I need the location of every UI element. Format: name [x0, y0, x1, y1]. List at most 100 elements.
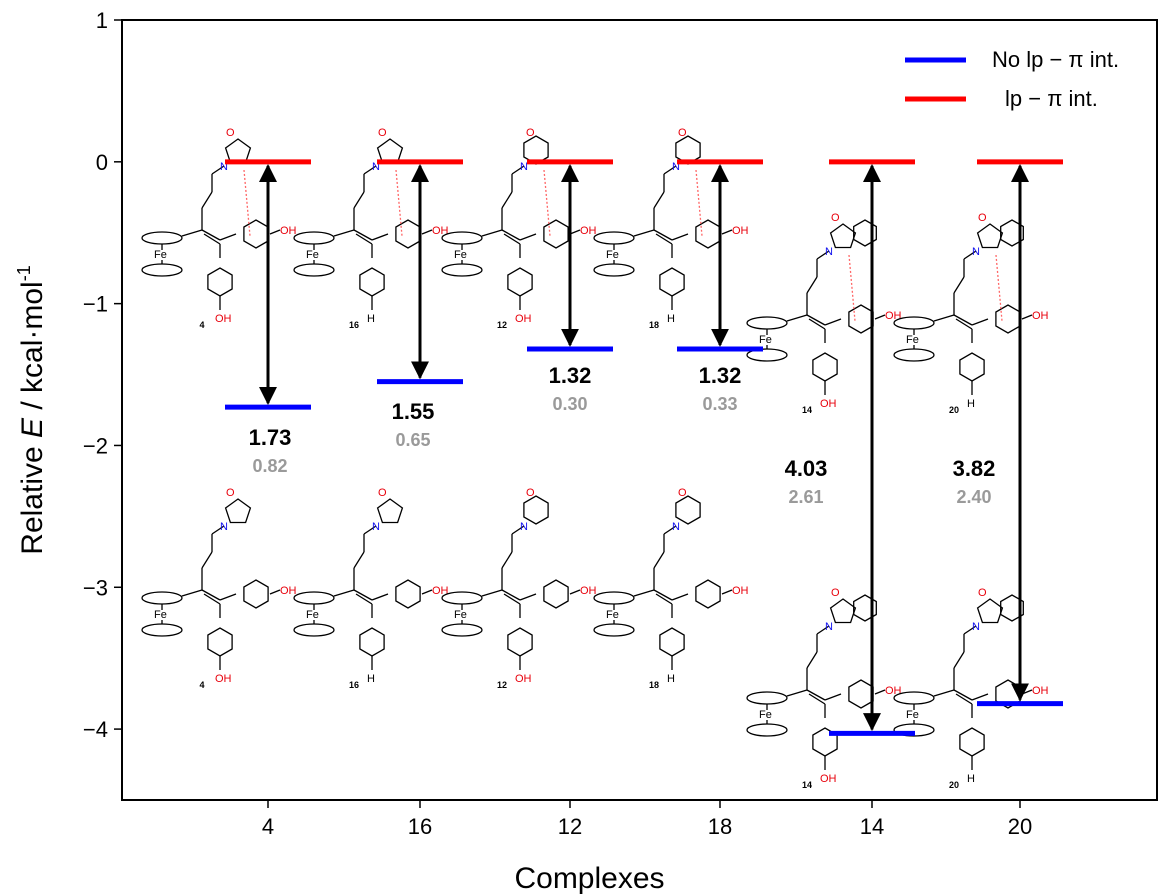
bond	[269, 229, 281, 235]
secondary-value-label: 2.40	[956, 487, 991, 507]
hydroxyl-label: OH	[1032, 685, 1049, 697]
energy-difference-label: 1.32	[549, 363, 592, 388]
y-axis-title-sup: -1	[14, 265, 34, 281]
x-tick-label: 18	[708, 814, 732, 839]
phenol-ring	[543, 579, 569, 609]
x-tick-label: 4	[262, 814, 274, 839]
bond	[371, 233, 389, 241]
y-axis-title-unit: / kcal·mol	[16, 281, 49, 418]
cp-ring-bottom	[441, 623, 483, 637]
bond	[203, 233, 221, 245]
hydroxyl-label: OH	[580, 585, 597, 597]
phenyl-ring-bottom	[359, 627, 385, 657]
cp-ring-top	[893, 316, 935, 330]
x-axis-title: Complexes	[514, 862, 664, 895]
para-substituent-label: H	[367, 313, 375, 325]
secondary-value-label: 0.33	[702, 394, 737, 414]
bond	[874, 689, 886, 695]
phenyl-ring-bottom	[812, 352, 838, 382]
bond	[955, 693, 973, 705]
para-substituent-label: H	[367, 673, 375, 685]
phthalimide-ring	[976, 223, 1004, 249]
nitrogen-atom-label: N	[220, 161, 228, 173]
energy-difference-label: 1.55	[392, 399, 435, 424]
bond	[963, 625, 977, 635]
structure-18: Fe H OH N O 18	[593, 127, 749, 330]
cp-ring-top	[746, 316, 788, 330]
oxygen-atom-label: O	[678, 127, 687, 139]
phenol-ring	[848, 679, 874, 709]
bond	[653, 551, 665, 569]
phenyl-ring-bottom	[359, 267, 385, 297]
y-tick-label: −2	[83, 433, 108, 458]
hydroxyl-label: OH	[280, 585, 297, 597]
phenol-ring	[395, 579, 421, 609]
para-substituent-label: OH	[820, 773, 837, 785]
secondary-value-label: 0.65	[395, 430, 430, 450]
energy-difference-label: 1.32	[699, 363, 742, 388]
oxygen-atom-label: O	[226, 487, 235, 499]
cp-ring-bottom	[593, 623, 635, 637]
phenyl-ring-bottom	[507, 267, 533, 297]
bond	[503, 233, 521, 245]
cp-ring-top	[593, 591, 635, 605]
nitrogen-atom-label: N	[372, 521, 380, 533]
bond	[203, 593, 221, 605]
para-substituent-label: OH	[215, 673, 232, 685]
glutarimide-ring	[523, 495, 549, 525]
bond	[806, 651, 818, 669]
hydroxyl-label: OH	[732, 225, 749, 237]
bond	[971, 318, 989, 326]
bond	[219, 233, 237, 241]
hydroxyl-label: OH	[432, 585, 449, 597]
lp-pi-contact	[695, 169, 703, 237]
bond	[808, 318, 826, 330]
structure-16: Fe H OH N O 16	[293, 487, 449, 690]
compound-number-label: 16	[349, 320, 359, 330]
bond	[363, 525, 377, 535]
lp-pi-contact	[395, 169, 403, 237]
energy-difference-label: 1.73	[249, 425, 292, 450]
bond	[933, 689, 955, 697]
phenol-ring	[243, 219, 269, 249]
cp-ring-top	[441, 231, 483, 245]
bond	[201, 551, 213, 569]
bond	[824, 318, 842, 326]
bond	[421, 589, 433, 595]
bond	[333, 589, 355, 597]
iron-atom-label: Fe	[906, 709, 919, 721]
para-substituent-label: OH	[515, 313, 532, 325]
cp-ring-bottom	[141, 263, 183, 277]
bond	[353, 191, 365, 209]
axes-layer: 1 0 −1 −2 −3 −4 4 16 12 18 14 20 Complexes Relative E…	[14, 8, 1158, 895]
bond	[211, 525, 225, 535]
bond	[201, 589, 221, 601]
y-tick-label: 0	[96, 150, 108, 175]
bond	[953, 276, 965, 294]
x-tick-label: 16	[408, 814, 432, 839]
bond	[806, 689, 826, 701]
bond	[1021, 314, 1033, 320]
bond	[971, 693, 989, 701]
bond	[421, 229, 433, 235]
bond	[955, 318, 973, 330]
iron-atom-label: Fe	[454, 609, 467, 621]
iron-atom-label: Fe	[454, 249, 467, 261]
para-substituent-label: H	[967, 773, 975, 785]
phenyl-ring-bottom	[659, 627, 685, 657]
bond	[933, 314, 955, 322]
cp-ring-top	[141, 231, 183, 245]
phenol-ring	[243, 579, 269, 609]
bond	[201, 191, 213, 209]
y-tick-label: −3	[83, 575, 108, 600]
secondary-value-label: 0.30	[552, 394, 587, 414]
nitrogen-atom-label: N	[520, 521, 528, 533]
nitrogen-atom-label: N	[972, 246, 980, 258]
iron-atom-label: Fe	[906, 334, 919, 346]
iron-atom-label: Fe	[306, 609, 319, 621]
bond	[355, 593, 373, 605]
bond	[653, 589, 673, 601]
cp-ring-bottom	[593, 263, 635, 277]
bond	[874, 314, 886, 320]
para-substituent-label: H	[967, 398, 975, 410]
